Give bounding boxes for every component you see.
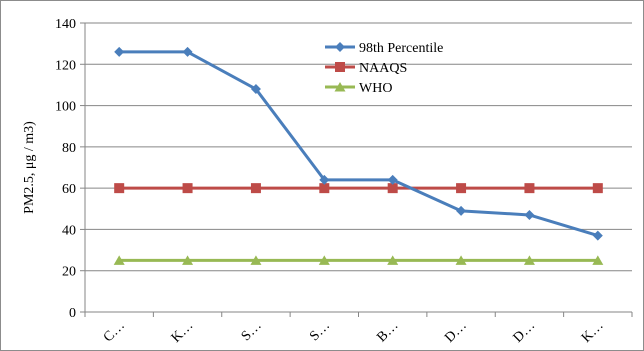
y-tick-label: 120	[55, 58, 76, 73]
x-tick-label: S…	[239, 318, 265, 344]
series-1	[114, 183, 603, 194]
data-point	[456, 183, 467, 194]
data-point	[182, 255, 194, 265]
data-point	[319, 174, 330, 185]
data-point	[592, 255, 604, 265]
legend-item: NAAQS	[325, 61, 407, 76]
y-tick-label: 60	[62, 182, 76, 197]
data-point	[592, 183, 603, 194]
y-tick-label: 0	[69, 306, 76, 321]
data-point	[250, 183, 261, 194]
data-point	[455, 255, 467, 265]
legend-label: NAAQS	[359, 61, 407, 76]
gridlines	[85, 22, 632, 272]
data-point	[387, 174, 398, 185]
y-tick-label: 20	[62, 265, 76, 280]
data-point	[524, 183, 535, 194]
data-point	[387, 183, 398, 194]
legend-item: 98th Percentile	[325, 41, 443, 56]
x-tick-label: K…	[169, 318, 197, 346]
data-point	[335, 42, 345, 52]
data-point	[524, 209, 535, 220]
data-point	[250, 255, 262, 265]
y-tick-label: 140	[55, 17, 76, 32]
data-point	[318, 255, 330, 265]
y-tick-label: 40	[62, 223, 76, 238]
data-point	[387, 255, 399, 265]
x-tick-label: K…	[579, 318, 607, 346]
legend-item: WHO	[325, 81, 392, 96]
legend: 98th Percentile NAAQS WHO	[325, 41, 443, 96]
series-line	[119, 50, 599, 238]
y-axis-label: PM2.5, μg / m3)	[22, 121, 37, 214]
data-point	[523, 255, 535, 265]
data-point	[114, 183, 125, 194]
y-tick-label: 80	[62, 141, 76, 156]
data-point	[592, 230, 603, 241]
data-point	[319, 183, 330, 194]
x-tick-label: C…	[101, 318, 128, 345]
data-point	[250, 84, 261, 95]
x-tick-label: D…	[511, 318, 539, 346]
legend-label: 98th Percentile	[359, 41, 443, 56]
legend-label: WHO	[359, 81, 392, 96]
x-tick-label: D…	[442, 318, 470, 346]
data-point	[113, 255, 125, 265]
x-tick-label: S…	[307, 318, 333, 344]
series-0	[114, 46, 603, 241]
x-tick-label: B…	[374, 318, 401, 345]
y-tick-label: 100	[55, 100, 76, 115]
data-point	[335, 62, 345, 72]
data-point	[334, 82, 346, 92]
data-point	[114, 46, 125, 57]
series-layer	[113, 46, 604, 265]
series-2	[113, 255, 604, 265]
data-point	[182, 46, 193, 57]
data-point	[456, 205, 467, 216]
data-point	[182, 183, 193, 194]
